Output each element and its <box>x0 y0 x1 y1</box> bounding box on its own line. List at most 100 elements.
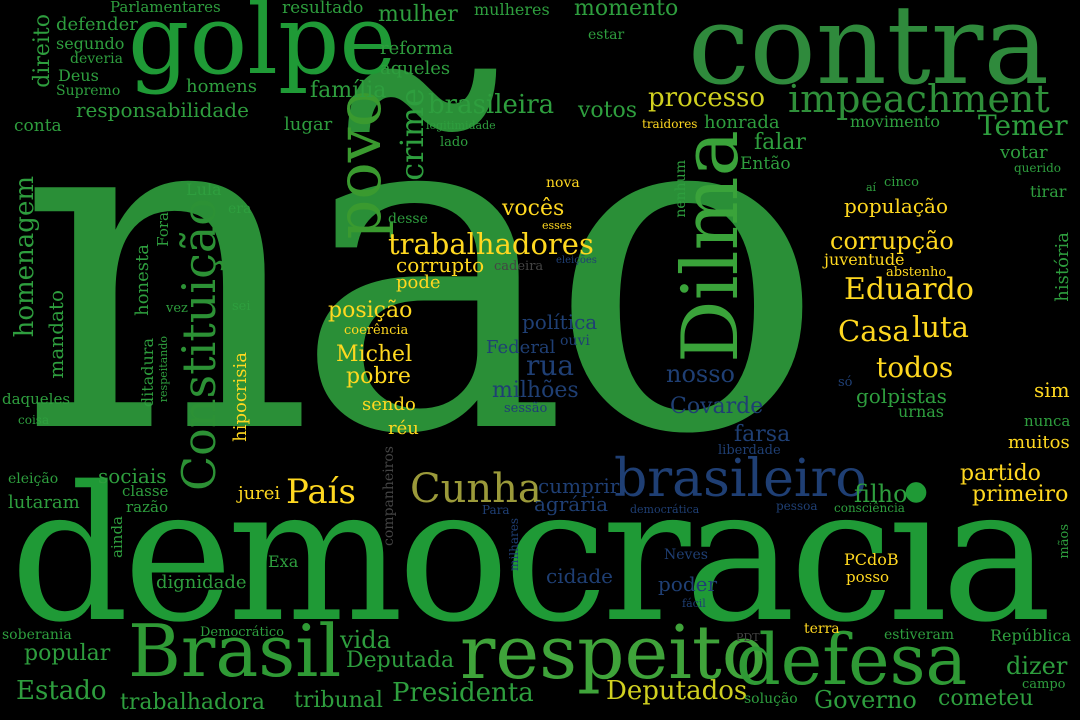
word: juventude <box>824 250 905 269</box>
word: lugar <box>284 114 333 135</box>
word: tribunal <box>294 688 383 713</box>
word: corrupção <box>830 227 954 255</box>
word: votar <box>1000 142 1048 163</box>
word: aqueles <box>380 58 451 79</box>
word: cumprir <box>538 474 620 498</box>
word: fácil <box>682 597 706 610</box>
word: ditadura <box>138 338 157 408</box>
word: dizer <box>1006 652 1068 680</box>
word: eleição <box>8 471 59 487</box>
word: nenhum <box>673 160 689 218</box>
word: crime <box>393 88 431 181</box>
word: povo <box>322 90 395 240</box>
word: segundo <box>56 34 125 53</box>
word: homenagem <box>10 176 40 338</box>
word: milhões <box>492 378 579 403</box>
word: corrupto <box>396 253 485 277</box>
word: Lula <box>186 180 222 199</box>
word: resultado <box>282 0 364 18</box>
word: era <box>228 201 252 217</box>
word: esses <box>542 219 572 232</box>
word: milhares <box>507 518 521 571</box>
word: cadeira <box>494 259 544 274</box>
word: terra <box>804 621 840 637</box>
word: Então <box>740 154 791 174</box>
word: Estado <box>16 676 107 706</box>
word: hipocrisia <box>230 352 251 442</box>
word: honrada <box>704 112 780 133</box>
word: abstenho <box>886 265 947 280</box>
word: Constituição <box>172 198 226 492</box>
word: contra <box>688 0 1050 109</box>
word: poder <box>658 572 718 596</box>
word: falar <box>754 130 806 155</box>
word: nunca <box>1024 412 1071 430</box>
word: jurei <box>238 483 281 504</box>
word: companheiros <box>381 446 397 546</box>
word: campo <box>1022 677 1066 692</box>
word: cometeu <box>938 686 1034 711</box>
word: lutaram <box>8 492 80 513</box>
word: tirar <box>1030 182 1067 201</box>
word: agrária <box>534 492 609 516</box>
word: legitimidade <box>426 119 496 132</box>
word: lado <box>440 135 469 150</box>
word: defesa <box>736 619 968 701</box>
word: Michel <box>336 342 413 367</box>
word: vocês <box>502 196 565 221</box>
word: respeito <box>460 610 767 696</box>
word: honesta <box>132 244 153 316</box>
word: Deputada <box>346 648 455 673</box>
word: Deus <box>58 66 99 85</box>
word: posição <box>328 298 413 323</box>
word: deveria <box>70 51 123 67</box>
word: Democrático <box>200 625 285 640</box>
word: Federal <box>486 337 556 358</box>
word: aí <box>866 181 877 194</box>
word: Governo <box>814 686 917 714</box>
word: trabalhadora <box>120 690 265 715</box>
word: farsa <box>734 422 791 447</box>
word: cinco <box>884 175 919 190</box>
word: daqueles <box>2 390 71 408</box>
word: ouvi <box>560 333 590 349</box>
word: ainda <box>108 516 126 558</box>
word: urnas <box>898 402 945 421</box>
word: eleições <box>556 255 597 266</box>
word: rua <box>526 349 575 382</box>
word: República <box>990 626 1072 645</box>
word: liberdade <box>718 443 781 458</box>
word: PDT <box>736 631 760 644</box>
word: soberania <box>2 627 72 643</box>
word: só <box>838 375 853 390</box>
word: desse <box>388 211 428 227</box>
word: pode <box>396 272 441 293</box>
word: Deputados <box>606 676 748 706</box>
word: mãos <box>1057 524 1072 559</box>
word: política <box>522 310 598 334</box>
word: razão <box>126 498 168 516</box>
word: mulheres <box>474 0 550 19</box>
word: Fora <box>154 212 172 247</box>
word: solução <box>744 691 798 707</box>
word: Para <box>482 503 510 517</box>
word: vez <box>166 301 188 316</box>
word: consciência <box>834 501 905 515</box>
word: movimento <box>850 112 940 131</box>
word: vida <box>340 626 391 654</box>
word: golpistas <box>856 384 947 408</box>
word: direito <box>30 14 55 88</box>
word: Exa <box>268 552 299 571</box>
word: cidade <box>546 564 613 588</box>
word: País <box>286 472 356 512</box>
word: democrática <box>630 503 700 516</box>
word: Casa <box>838 314 910 348</box>
word: Supremo <box>56 83 121 99</box>
word: partido <box>960 461 1041 486</box>
word: brasileira <box>428 90 555 120</box>
word: responsabilidade <box>76 98 249 122</box>
word: Covarde <box>670 394 764 419</box>
word: respeitando <box>157 336 170 403</box>
word: família <box>310 78 387 103</box>
